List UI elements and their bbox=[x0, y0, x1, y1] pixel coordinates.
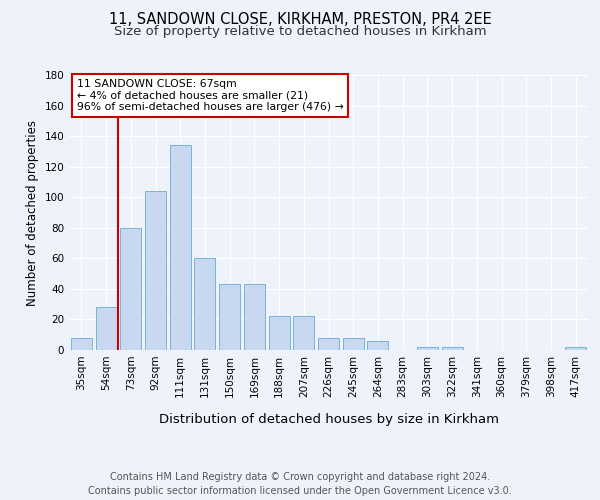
Bar bbox=[170, 146, 191, 350]
Bar bbox=[194, 258, 215, 350]
Text: 11, SANDOWN CLOSE, KIRKHAM, PRESTON, PR4 2EE: 11, SANDOWN CLOSE, KIRKHAM, PRESTON, PR4… bbox=[109, 12, 491, 28]
Bar bbox=[343, 338, 364, 350]
Bar bbox=[145, 191, 166, 350]
Text: Contains HM Land Registry data © Crown copyright and database right 2024.: Contains HM Land Registry data © Crown c… bbox=[110, 472, 490, 482]
Text: 11 SANDOWN CLOSE: 67sqm
← 4% of detached houses are smaller (21)
96% of semi-det: 11 SANDOWN CLOSE: 67sqm ← 4% of detached… bbox=[77, 79, 344, 112]
Y-axis label: Number of detached properties: Number of detached properties bbox=[26, 120, 39, 306]
Bar bbox=[269, 316, 290, 350]
Bar bbox=[219, 284, 240, 350]
Bar bbox=[442, 347, 463, 350]
Bar bbox=[565, 347, 586, 350]
Text: Distribution of detached houses by size in Kirkham: Distribution of detached houses by size … bbox=[159, 412, 499, 426]
Bar bbox=[95, 307, 116, 350]
Bar bbox=[120, 228, 141, 350]
Bar bbox=[417, 347, 438, 350]
Bar bbox=[367, 341, 388, 350]
Bar bbox=[293, 316, 314, 350]
Text: Contains public sector information licensed under the Open Government Licence v3: Contains public sector information licen… bbox=[88, 486, 512, 496]
Bar bbox=[71, 338, 92, 350]
Bar bbox=[318, 338, 339, 350]
Text: Size of property relative to detached houses in Kirkham: Size of property relative to detached ho… bbox=[113, 25, 487, 38]
Bar bbox=[244, 284, 265, 350]
